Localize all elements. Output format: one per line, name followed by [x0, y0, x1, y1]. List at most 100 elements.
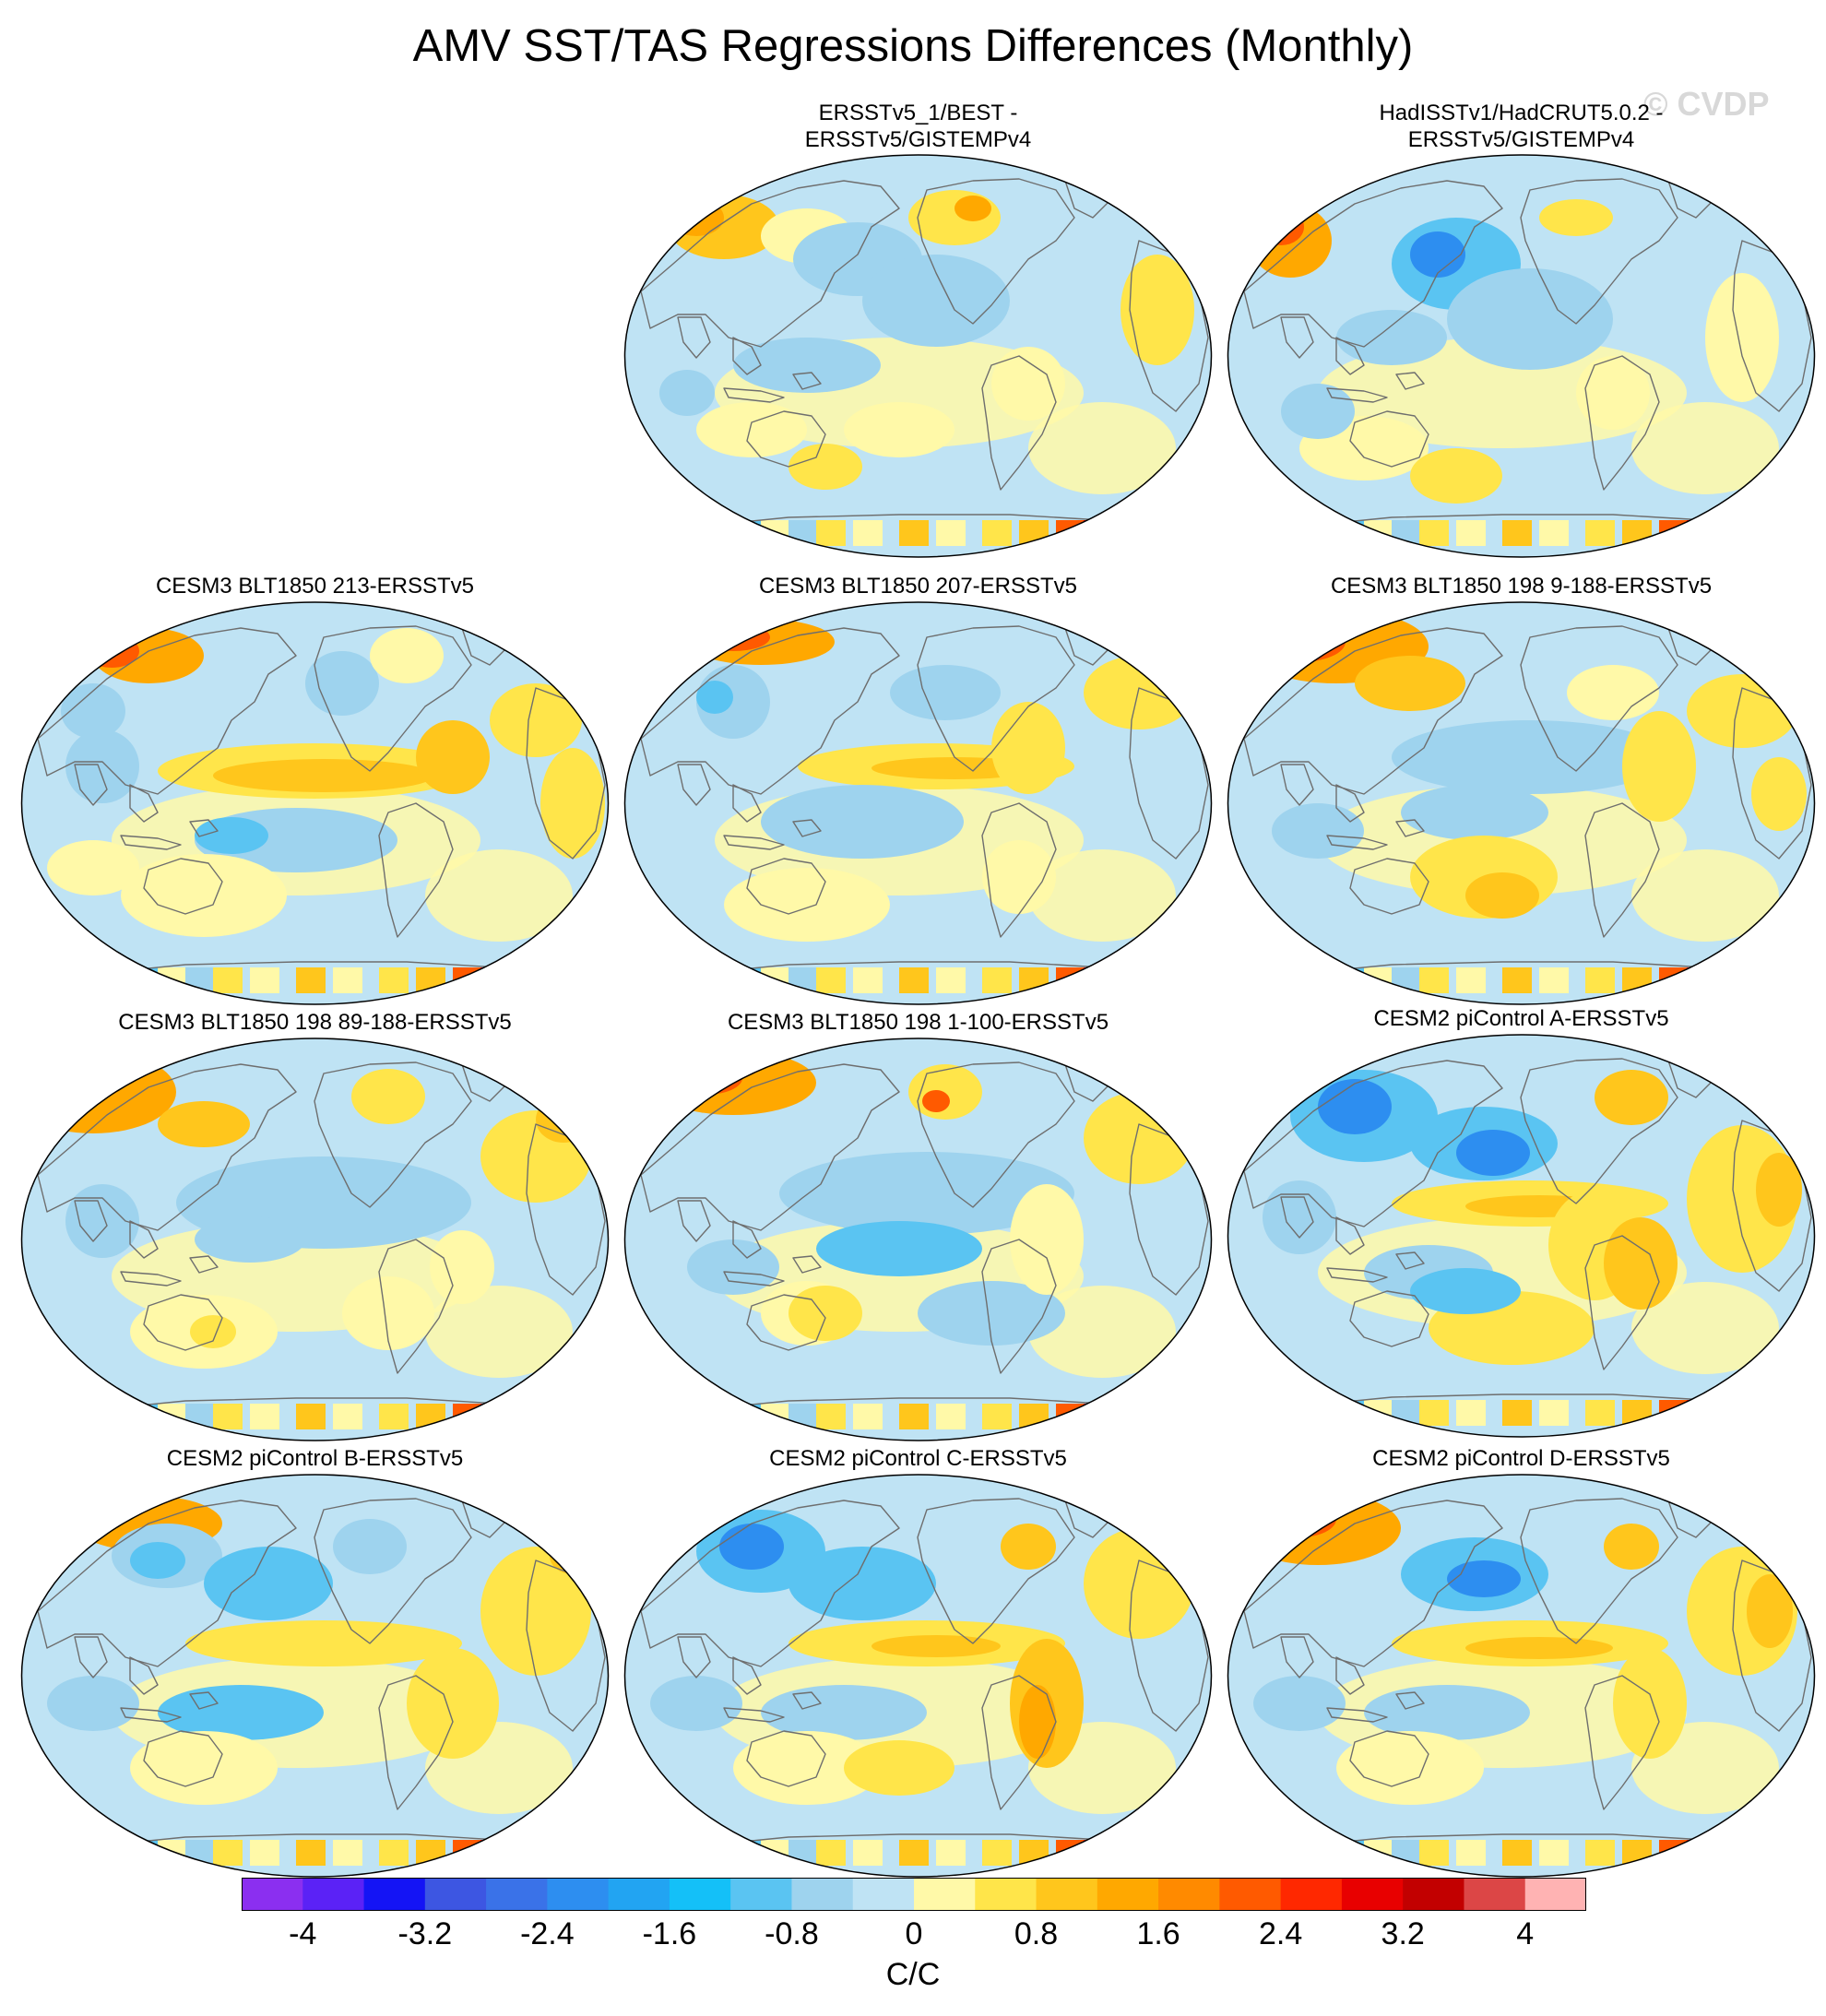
polar-band-cell — [816, 1840, 846, 1866]
polar-band-cell — [982, 967, 1012, 993]
anomaly-contour — [1019, 1685, 1056, 1759]
anomaly-contour — [430, 1230, 494, 1304]
colorbar-swatch — [791, 1878, 854, 1911]
coastline — [1584, 355, 1660, 491]
polar-band-cell — [1364, 520, 1393, 546]
colorbar-tick-label: 0 — [905, 1916, 923, 1951]
polar-band-cell — [1364, 1840, 1393, 1866]
coastline — [1243, 1060, 1503, 1227]
polar-band-cell — [982, 1840, 1012, 1866]
anomaly-contour — [918, 1281, 1065, 1346]
anomaly-contour — [1410, 448, 1502, 504]
anomaly-contour — [788, 1286, 862, 1341]
colorbar-swatch — [1403, 1878, 1464, 1911]
map-panel-3: CESM3 BLT1850 213-ERSSTv5 — [13, 547, 617, 1026]
coastline — [1395, 819, 1425, 837]
coastline — [640, 1500, 900, 1667]
anomaly-field — [1631, 849, 1779, 942]
colorbar-swatch — [1219, 1878, 1282, 1911]
polar-band-cell — [1502, 520, 1532, 546]
anomaly-contour — [1447, 1560, 1521, 1597]
polar-band-cell — [1419, 967, 1449, 993]
coastline — [1326, 1707, 1388, 1723]
coastline — [120, 1707, 182, 1723]
polar-band-cell — [379, 1404, 409, 1429]
map-panel-1: ERSSTv5_1/BEST - ERSSTv5/GISTEMPv4 — [616, 100, 1220, 579]
anomaly-contour — [1604, 1217, 1678, 1310]
coastline — [1395, 1691, 1425, 1710]
anomaly-field — [1631, 402, 1779, 494]
coastline — [640, 627, 900, 795]
polar-band-cell — [296, 1404, 326, 1429]
colorbar-swatch — [852, 1878, 915, 1911]
coastline — [1243, 180, 1503, 348]
coastline — [37, 1063, 297, 1231]
polar-band-cell — [1084, 520, 1113, 546]
anomaly-contour — [93, 628, 204, 683]
anomaly-contour — [1756, 1153, 1802, 1227]
coastline — [1335, 1656, 1365, 1695]
colorbar-tick-label: -2.4 — [520, 1916, 575, 1951]
map-panel-11: CESM2 piControl D-ERSSTv5 — [1219, 1419, 1823, 1899]
polar-band-cell — [761, 520, 790, 546]
anomaly-contour — [922, 1090, 950, 1112]
colorbar-tick-label: 3.2 — [1381, 1916, 1425, 1951]
coastline — [723, 1707, 785, 1723]
polar-band-cell — [899, 520, 929, 546]
coastline — [1335, 1216, 1365, 1255]
coastline — [1326, 1267, 1388, 1283]
polar-band-cell — [1502, 967, 1532, 993]
polar-band-cell — [1585, 967, 1615, 993]
coastline — [792, 372, 822, 390]
anomaly-contour — [213, 759, 434, 792]
anomaly-contour — [1010, 1184, 1084, 1295]
coastline — [723, 1271, 785, 1287]
coastline — [1584, 1235, 1660, 1370]
anomaly-contour — [1336, 1731, 1484, 1805]
anomaly-contour — [1539, 199, 1613, 236]
polar-band-cell — [1714, 1840, 1744, 1866]
anomaly-contour — [1410, 1268, 1521, 1314]
anomaly-contour — [1687, 674, 1797, 748]
colorbar-swatch — [1036, 1878, 1098, 1911]
panel-title: CESM2 piControl B-ERSSTv5 — [166, 1446, 464, 1471]
anomaly-contour — [490, 683, 582, 757]
polar-band-cell — [250, 1840, 279, 1866]
anomaly-contour — [1410, 231, 1465, 278]
coastline — [189, 1691, 219, 1710]
anomaly-contour — [761, 1685, 927, 1740]
polar-band-cell — [1056, 1840, 1085, 1866]
anomaly-contour — [687, 1239, 779, 1295]
coastline — [74, 764, 108, 806]
world-map — [20, 601, 610, 1005]
world-map — [623, 154, 1213, 558]
anomaly-contour — [158, 1101, 250, 1147]
panel-title: CESM2 piControl D-ERSSTv5 — [1372, 1446, 1670, 1471]
world-map — [20, 1474, 610, 1878]
map-border — [20, 601, 610, 1005]
anomaly-contour — [908, 190, 1001, 245]
map-border — [623, 601, 1213, 1005]
anomaly-contour — [65, 1184, 139, 1258]
world-map — [623, 1474, 1213, 1878]
polar-band-cell — [936, 967, 966, 993]
colorbar-tick-label: -1.6 — [642, 1916, 697, 1951]
coastline — [74, 1636, 108, 1678]
colorbar-swatch — [1464, 1878, 1526, 1911]
polar-band-cell — [853, 1404, 883, 1429]
polar-band-cell — [853, 967, 883, 993]
polar-band-cell — [1019, 520, 1049, 546]
polar-band-cell — [1585, 1400, 1615, 1426]
polar-band-cell — [185, 1840, 215, 1866]
polar-band-cell — [508, 1840, 538, 1866]
coastline — [1280, 1196, 1314, 1239]
colorbar-swatch — [730, 1878, 792, 1911]
map-border — [1227, 1034, 1816, 1438]
anomaly-contour — [1751, 757, 1807, 831]
anomaly-field — [1028, 849, 1176, 942]
map-border — [20, 1474, 610, 1878]
anomaly-contour — [480, 1547, 591, 1676]
polar-band-cell — [1456, 520, 1486, 546]
anomaly-contour — [342, 1276, 434, 1350]
anomaly-contour — [1465, 1637, 1613, 1659]
